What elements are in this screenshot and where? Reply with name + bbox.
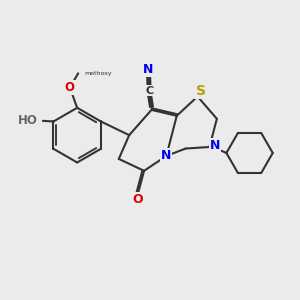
- Text: O: O: [133, 193, 143, 206]
- Text: C: C: [145, 85, 153, 96]
- Text: O: O: [65, 81, 75, 94]
- Text: N: N: [160, 149, 171, 162]
- Text: N: N: [143, 63, 154, 76]
- Text: HO: HO: [18, 114, 38, 128]
- Text: methoxy: methoxy: [85, 71, 112, 76]
- Text: N: N: [210, 139, 220, 152]
- Text: S: S: [196, 84, 206, 98]
